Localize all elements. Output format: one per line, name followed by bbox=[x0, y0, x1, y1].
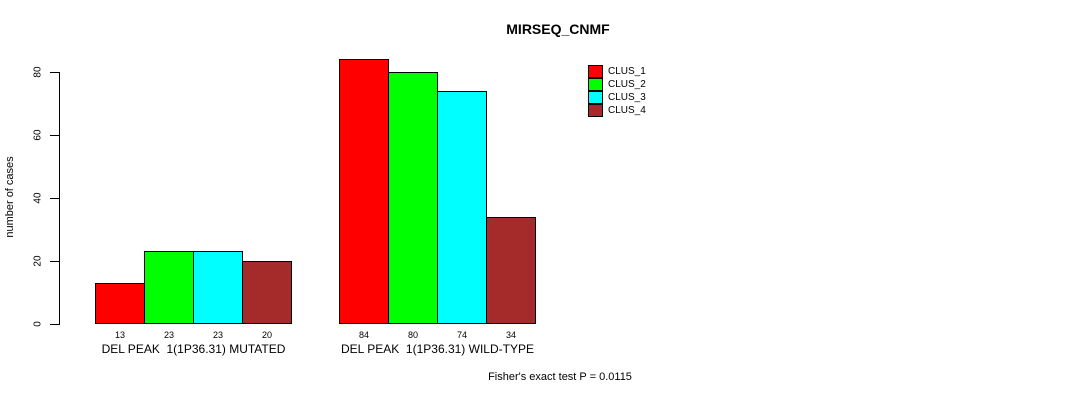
bar-value-label: 23 bbox=[212, 330, 224, 340]
legend-item-clus_4: CLUS_4 bbox=[588, 104, 646, 117]
bar-clus_3-group2 bbox=[437, 91, 487, 324]
y-axis-label: number of cases bbox=[4, 156, 16, 238]
bar-value-label: 34 bbox=[505, 330, 517, 340]
bar-value-label: 13 bbox=[114, 330, 126, 340]
y-tick-label: 0 bbox=[32, 321, 44, 327]
legend-swatch-icon bbox=[588, 91, 603, 104]
chart-title: MIRSEQ_CNMF bbox=[506, 21, 610, 37]
bar-clus_2-group1 bbox=[144, 251, 194, 324]
legend-label: CLUS_4 bbox=[608, 105, 646, 116]
legend-item-clus_3: CLUS_3 bbox=[588, 91, 646, 104]
legend-swatch-icon bbox=[588, 78, 603, 91]
legend-item-clus_2: CLUS_2 bbox=[588, 78, 646, 91]
y-tick bbox=[50, 261, 59, 262]
bar-value-label: 23 bbox=[163, 330, 175, 340]
bar-value-label: 20 bbox=[261, 330, 273, 340]
y-tick bbox=[50, 135, 59, 136]
y-axis-line bbox=[59, 72, 60, 325]
y-tick bbox=[50, 198, 59, 199]
bar-value-label: 80 bbox=[407, 330, 419, 340]
legend-swatch-icon bbox=[588, 65, 603, 78]
bar-clus_1-group2 bbox=[339, 59, 389, 324]
legend-label: CLUS_2 bbox=[608, 79, 646, 90]
y-tick-label: 60 bbox=[32, 129, 44, 141]
y-tick-label: 80 bbox=[32, 66, 44, 78]
legend: CLUS_1 CLUS_2 CLUS_3 CLUS_4 bbox=[588, 65, 646, 117]
bar-clus_2-group2 bbox=[388, 72, 438, 324]
y-tick-label: 20 bbox=[32, 255, 44, 267]
legend-item-clus_1: CLUS_1 bbox=[588, 65, 646, 78]
bar-clus_4-group2 bbox=[486, 217, 536, 324]
y-tick-label: 40 bbox=[32, 192, 44, 204]
bar-value-label: 84 bbox=[358, 330, 370, 340]
y-tick bbox=[50, 72, 59, 73]
bar-clus_1-group1 bbox=[95, 283, 145, 324]
bar-clus_4-group1 bbox=[242, 261, 292, 324]
y-tick bbox=[50, 324, 59, 325]
legend-label: CLUS_3 bbox=[608, 92, 646, 103]
category-label-group2: DEL PEAK 1(1P36.31) WILD-TYPE bbox=[341, 342, 534, 356]
category-label-group1: DEL PEAK 1(1P36.31) MUTATED bbox=[101, 342, 286, 356]
bar-clus_3-group1 bbox=[193, 251, 243, 324]
legend-swatch-icon bbox=[588, 104, 603, 117]
bar-value-label: 74 bbox=[456, 330, 468, 340]
fisher-test-annotation: Fisher's exact test P = 0.0115 bbox=[488, 371, 632, 383]
legend-label: CLUS_1 bbox=[608, 66, 646, 77]
